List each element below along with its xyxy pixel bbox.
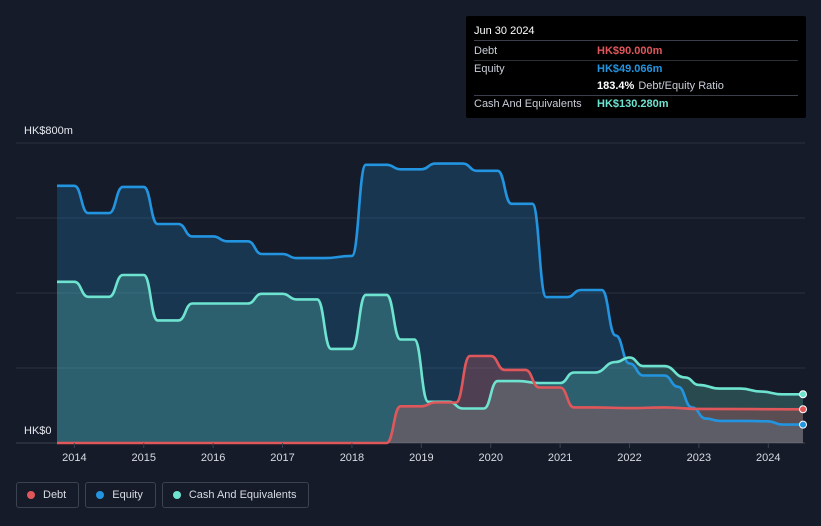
area-equity	[57, 163, 803, 443]
x-axis-ticks: 2014 2015 2016 2017 2018 2019 2020 2021 2022 2023…	[62, 443, 781, 464]
tooltip-equity-value: HK$49.066m	[597, 63, 663, 75]
x-tick-label: 2019	[409, 452, 433, 464]
tooltip-date: Jun 30 2024	[474, 22, 798, 41]
x-tick-label: 2022	[617, 452, 641, 464]
legend-cash-label: Cash And Equivalents	[188, 489, 297, 501]
x-tick-label: 2020	[478, 452, 502, 464]
x-tick-label: 2018	[340, 452, 364, 464]
tooltip-equity-row: Equity HK$49.066m	[474, 61, 798, 78]
y-axis-top-label: HK$800m	[24, 125, 73, 137]
x-tick-label: 2024	[756, 452, 780, 464]
legend-item-equity[interactable]: Equity	[85, 482, 156, 508]
x-tick-label: 2017	[270, 452, 294, 464]
line-equity	[56, 162, 803, 426]
y-axis-bottom-label: HK$0	[24, 425, 52, 437]
legend-equity-label: Equity	[112, 489, 143, 501]
x-tick-label: 2021	[548, 452, 572, 464]
tooltip-debt-row: Debt HK$90.000m	[474, 43, 798, 61]
legend-debt-dot-icon	[27, 491, 35, 499]
tooltip-ratio-label: Debt/Equity Ratio	[638, 80, 724, 92]
area-debt	[57, 356, 803, 443]
chart-grid	[16, 142, 805, 444]
line-cash-and-equivalents	[57, 273, 803, 410]
tooltip-equity-label: Equity	[474, 63, 505, 75]
tooltip-cash-row: Cash And Equivalents HK$130.280m	[474, 96, 798, 113]
legend-item-cash[interactable]: Cash And Equivalents	[161, 482, 310, 508]
x-tick-label: 2015	[132, 452, 156, 464]
tooltip-debt-value: HK$90.000m	[597, 45, 663, 57]
chart-legend: Debt Equity Cash And Equivalents	[16, 482, 310, 510]
series-lines	[56, 162, 804, 445]
tooltip-ratio-row: 183.4% Debt/Equity Ratio	[474, 78, 798, 96]
series-areas	[57, 163, 803, 443]
tooltip-cash-value: HK$130.280m	[597, 98, 669, 110]
legend-debt-label: Debt	[43, 489, 67, 501]
endpoint-cash-and-equivalents	[799, 390, 807, 399]
x-tick-label: 2016	[201, 452, 225, 464]
tooltip-debt-label: Debt	[474, 45, 498, 57]
legend-cash-dot-icon	[172, 491, 181, 499]
legend-item-debt[interactable]: Debt	[16, 482, 80, 508]
area-cash-and-equivalents	[57, 275, 803, 443]
line-debt	[57, 354, 804, 445]
x-tick-label: 2023	[687, 452, 711, 464]
endpoint-debt	[799, 405, 807, 414]
legend-equity-dot-icon	[96, 491, 105, 499]
tooltip-cash-label: Cash And Equivalents	[474, 98, 582, 110]
tooltip-ratio-value: 183.4%	[597, 80, 635, 92]
x-tick-label: 2014	[62, 452, 86, 464]
series-endpoints	[799, 390, 807, 429]
endpoint-equity	[799, 420, 807, 429]
tooltip-panel: Jun 30 2024 Debt HK$90.000m Equity HK$49…	[466, 16, 806, 118]
